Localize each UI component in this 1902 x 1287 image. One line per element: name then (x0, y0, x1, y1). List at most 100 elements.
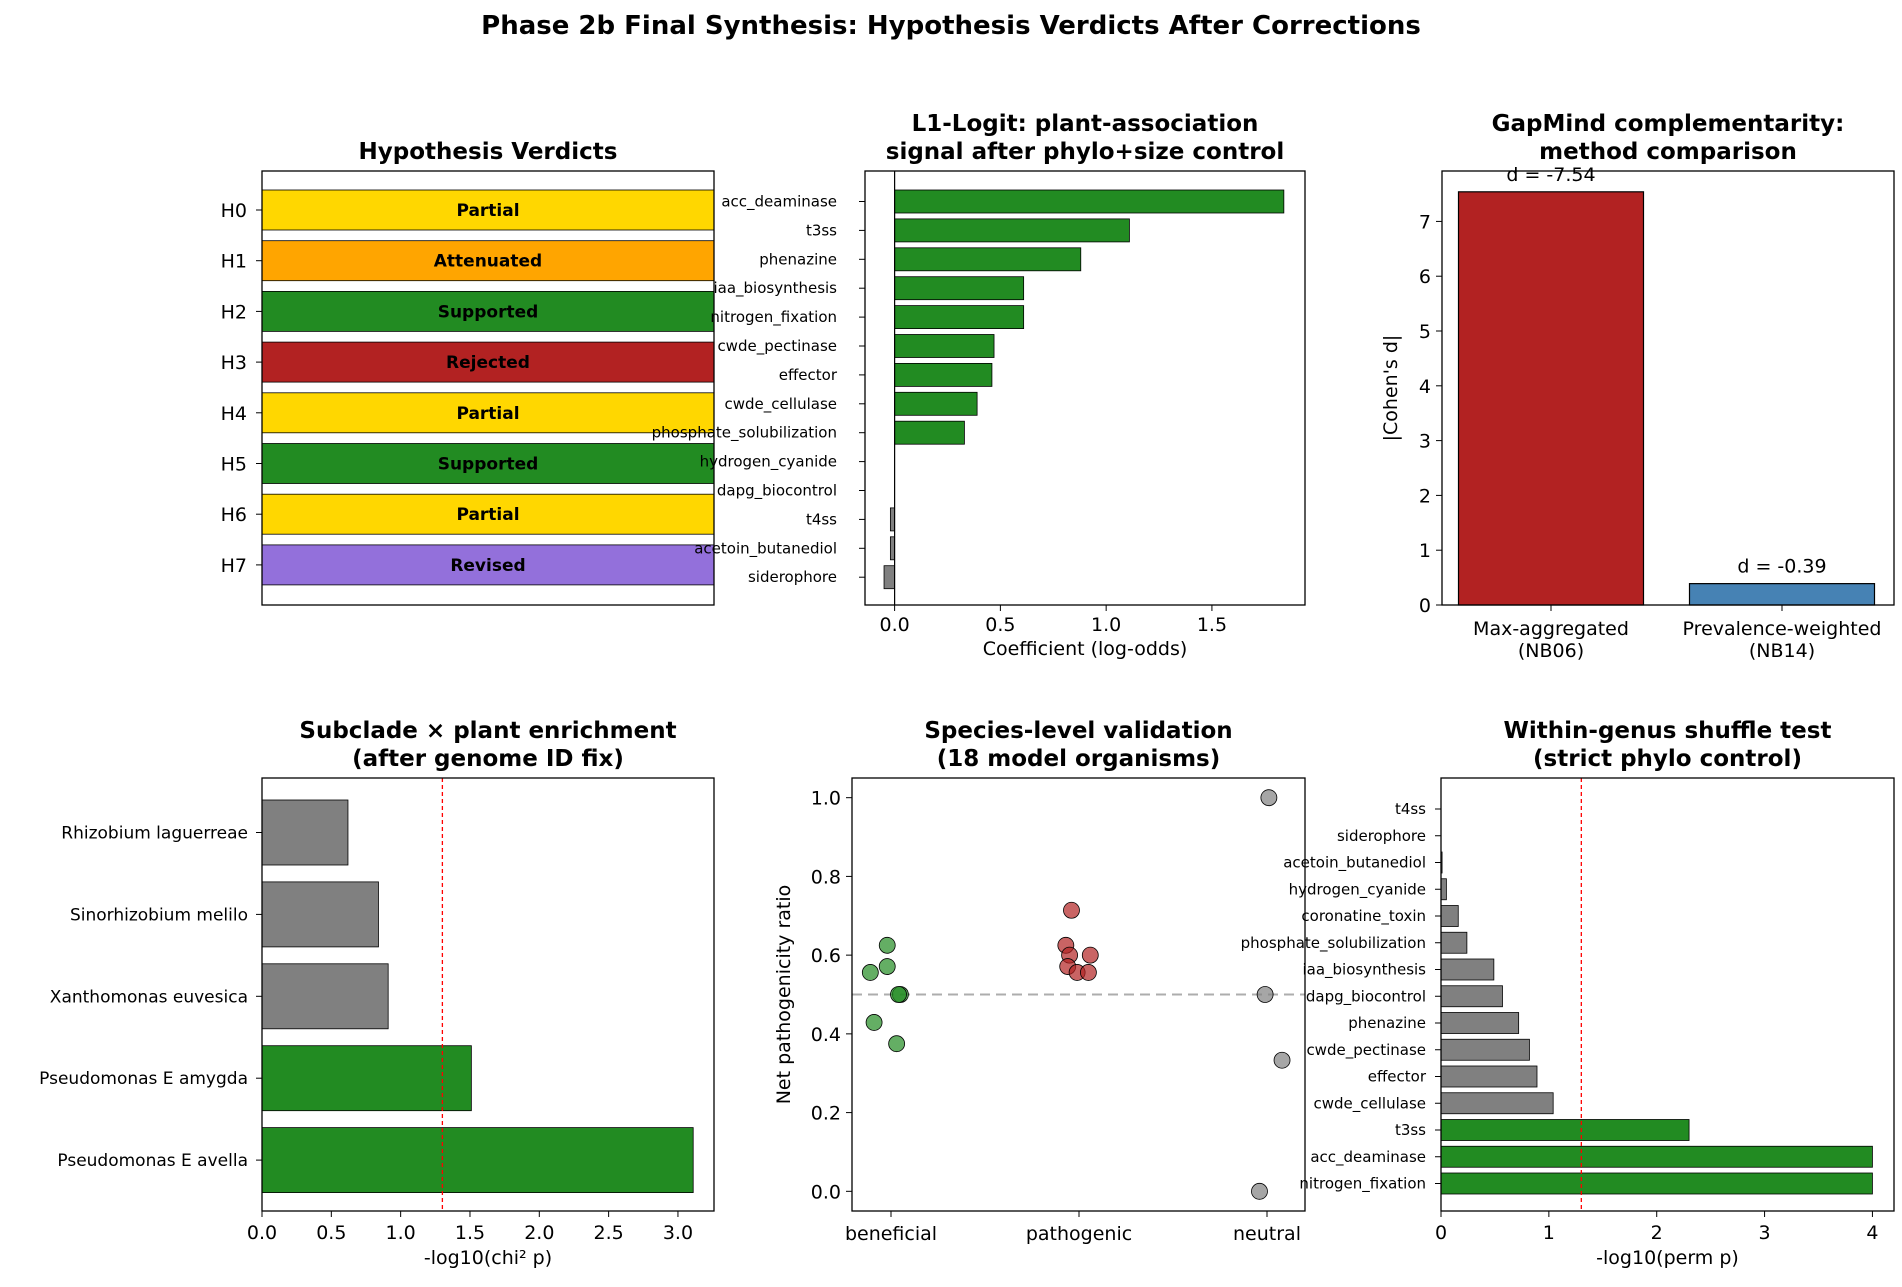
x-axis-label: -log10(perm p) (1596, 1247, 1739, 1269)
category-label: hydrogen_cyanide (1289, 880, 1426, 899)
y-tick-label: 0.0 (811, 1181, 841, 1203)
y-tick-label: 0 (1419, 595, 1431, 617)
y-tick-label: 0.2 (811, 1103, 841, 1125)
y-axis-label: |Cohen's d| (1380, 335, 1402, 442)
method-label: Prevalence-weighted (1683, 618, 1882, 640)
gapmind-title: GapMind complementarity: (1492, 111, 1845, 137)
category-label: nitrogen_fixation (710, 308, 837, 327)
x-tick-label: 2 (1651, 1222, 1663, 1244)
verdicts-frame (261, 170, 715, 606)
category-label: t3ss (1395, 1121, 1426, 1139)
cohen-d-annotation: d = -7.54 (1506, 164, 1595, 186)
x-tick-label: 0.0 (880, 614, 910, 636)
organism-point (861, 964, 879, 981)
y-tick-label: 1.0 (811, 788, 841, 810)
coef-bar (883, 565, 896, 590)
coef-bar (894, 391, 978, 416)
organism-point (1260, 789, 1278, 807)
hypothesis-label: H7 (221, 555, 247, 577)
y-tick-label: 0.6 (811, 945, 841, 967)
l1logit-title: L1-Logit: plant-association (912, 111, 1259, 137)
x-tick-label: 0.5 (316, 1222, 346, 1244)
shuffle-bar (1440, 1038, 1530, 1061)
organism-point (1081, 946, 1099, 964)
coef-bar (894, 362, 993, 387)
subclade-label: Sinorhizobium melilo (70, 905, 248, 925)
shuffle-frame (1440, 777, 1895, 1212)
method-label: Max-aggregated (1473, 618, 1629, 640)
category-label: cwde_cellulase (1314, 1094, 1427, 1113)
organism-point (865, 1014, 883, 1031)
shuffle-title: Within-genus shuffle test (1504, 718, 1832, 744)
panel-species-validation: Species-level validation(18 model organi… (773, 718, 1306, 1245)
subclade-label: Pseudomonas E amygda (39, 1069, 248, 1089)
shuffle-bar (1440, 1012, 1520, 1034)
figure-suptitle: Phase 2b Final Synthesis: Hypothesis Ver… (481, 11, 1421, 41)
shuffle-bar (1440, 1065, 1538, 1088)
group-label: beneficial (845, 1223, 937, 1245)
x-axis-label: Coefficient (log-odds) (983, 638, 1188, 660)
x-axis-label: -log10(chi² p) (424, 1247, 552, 1269)
organism-point (1063, 901, 1080, 919)
x-tick-label: 3.0 (663, 1222, 693, 1244)
shuffle-bar (1440, 985, 1503, 1008)
category-label: phenazine (759, 250, 837, 268)
x-tick-label: 2.0 (524, 1222, 554, 1244)
verdict-bar (261, 544, 715, 586)
x-tick-label: 1.5 (455, 1222, 485, 1244)
organism-point (1251, 1182, 1268, 1200)
y-axis-label: Net pathogenicity ratio (773, 885, 795, 1105)
organism-point (878, 936, 896, 954)
shuffle-bar (1440, 905, 1459, 927)
category-label: cwde_cellulase (725, 395, 838, 414)
hypothesis-label: H2 (221, 301, 247, 323)
hypothesis-label: H0 (221, 200, 247, 222)
verdicts-title: Hypothesis Verdicts (359, 139, 618, 165)
hypothesis-label: H3 (221, 352, 247, 374)
verdict-label: Supported (438, 302, 539, 322)
category-label: acc_deaminase (721, 193, 837, 212)
enrichment-bar (261, 799, 349, 866)
y-tick-label: 7 (1419, 211, 1431, 233)
coef-bar (894, 276, 1025, 301)
x-tick-label: 0.5 (985, 614, 1015, 636)
coef-bar (894, 420, 965, 445)
shuffle-bar (1440, 1092, 1554, 1115)
coef-bar (894, 218, 1130, 243)
l1logit-frame (864, 170, 1306, 606)
coef-bar (889, 507, 896, 532)
hypothesis-label: H1 (221, 251, 247, 273)
subclade-frame (261, 777, 715, 1212)
verdict-bar (261, 493, 715, 535)
verdict-bar (261, 240, 715, 282)
category-label: phosphate_solubilization (1241, 934, 1426, 953)
verdict-label: Partial (456, 201, 519, 221)
organism-point (878, 958, 896, 975)
organism-point (1080, 964, 1097, 981)
category-label: effector (1368, 1068, 1427, 1086)
verdict-label: Revised (450, 556, 525, 576)
category-label: iaa_biosynthesis (713, 279, 837, 298)
y-tick-label: 5 (1419, 321, 1431, 343)
category-label: acetoin_butanediol (694, 539, 837, 558)
enrichment-bar (261, 1045, 472, 1112)
verdict-bar (261, 189, 715, 231)
category-label: siderophore (1337, 827, 1426, 845)
organism-point (1273, 1051, 1291, 1069)
panel-gapmind: GapMind complementarity:method compariso… (1380, 111, 1895, 662)
verdict-label: Rejected (446, 353, 530, 373)
category-label: coronatine_toxin (1301, 907, 1426, 926)
category-label: nitrogen_fixation (1299, 1175, 1426, 1194)
category-label: effector (779, 366, 838, 384)
verdict-bar (261, 443, 715, 484)
x-tick-label: 4 (1866, 1222, 1878, 1244)
category-label: t4ss (1395, 800, 1426, 818)
cohen-d-annotation: d = -0.39 (1737, 556, 1826, 578)
species-frame (851, 777, 1306, 1212)
category-label: dapg_biocontrol (1306, 987, 1426, 1006)
category-label: iaa_biosynthesis (1302, 961, 1426, 980)
y-tick-label: 6 (1419, 266, 1431, 288)
x-tick-label: 3 (1759, 1222, 1771, 1244)
verdict-label: Attenuated (434, 252, 542, 272)
